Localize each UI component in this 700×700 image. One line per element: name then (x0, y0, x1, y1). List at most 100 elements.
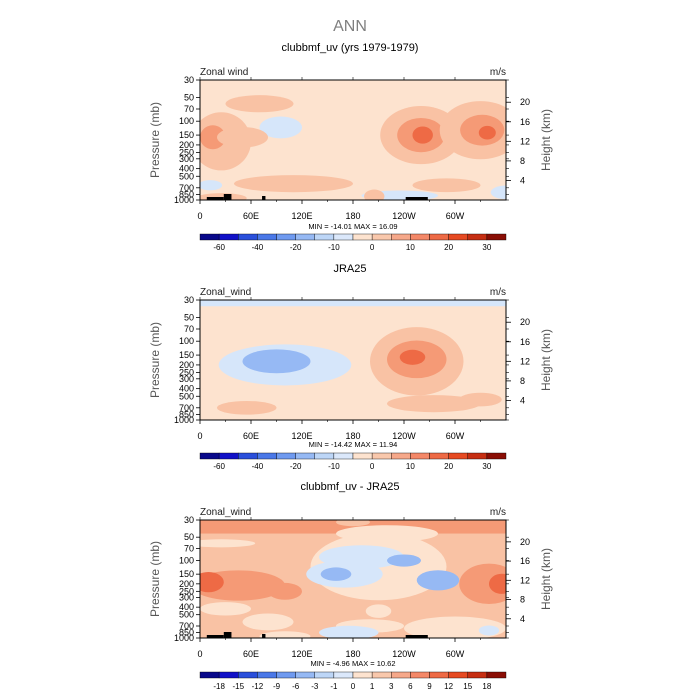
y-tick-label: 150 (179, 130, 194, 140)
contour-region (490, 185, 506, 200)
contour-region (259, 116, 302, 139)
colorbar-swatch (333, 671, 354, 679)
contour-region (200, 572, 224, 593)
contour-field (200, 300, 506, 420)
y-tick-label: 250 (179, 586, 194, 596)
y-tick-label: 200 (179, 140, 194, 150)
contour-region (364, 189, 385, 200)
colorbar-label: 1 (370, 682, 375, 691)
topography-bar (405, 197, 428, 200)
colorbar-swatch (257, 452, 277, 460)
x-tick-label: 180 (345, 431, 360, 441)
topography-bar (262, 196, 266, 200)
colorbar-label: -10 (328, 243, 340, 252)
topography-bar (262, 634, 266, 638)
colorbar-swatch (238, 233, 258, 241)
y-tick-label: 700 (179, 621, 194, 631)
y-tick-label: 400 (179, 384, 194, 394)
colorbar-label: -40 (252, 462, 264, 471)
colorbar-swatch (238, 452, 258, 460)
contour-region (412, 178, 481, 193)
height-tick-label: 4 (520, 395, 525, 405)
panel-title: clubbmf_uv - JRA25 (300, 481, 399, 493)
colorbar-label: -6 (292, 682, 300, 691)
height-tick-label: 8 (520, 595, 525, 605)
colorbar: -60 -40 -20 -10 0 10 20 30 (199, 233, 507, 252)
colorbar-label: 12 (444, 682, 453, 691)
topography-bar (223, 632, 232, 638)
y-tick-label: 300 (179, 374, 194, 384)
y-tick-label: 1000 (174, 415, 194, 425)
y-axis-title: Pressure (mb) (148, 541, 162, 617)
colorbar-swatch (218, 233, 239, 241)
x-tick-label: 60W (446, 211, 465, 221)
y-tick-label: 850 (179, 628, 194, 638)
colorbar-swatch (486, 452, 507, 460)
colorbar-swatch (467, 671, 488, 679)
colorbar-swatch (352, 671, 373, 679)
topography-bar (206, 197, 224, 200)
contour-region (242, 349, 311, 374)
y-tick-label: 200 (179, 360, 194, 370)
colorbar-swatch (448, 233, 468, 241)
height-tick-label: 8 (520, 376, 525, 386)
units-label: m/s (490, 287, 506, 298)
colorbar-swatch (410, 233, 430, 241)
colorbar-swatch (410, 452, 430, 460)
colorbar-label: -60 (213, 462, 225, 471)
colorbar-label: 20 (444, 462, 453, 471)
y-tick-label: 150 (179, 569, 194, 579)
colorbar-swatch (486, 233, 507, 241)
x-tick-label: 120W (392, 211, 416, 221)
colorbar-swatch (276, 233, 296, 241)
x-tick-label: 60E (243, 211, 259, 221)
contour-region (234, 175, 353, 193)
y-tick-label: 100 (179, 116, 194, 126)
colorbar-swatch (276, 671, 296, 679)
panel-1: clubbmf_uv (yrs 1979-1979) Zonal wind m/s 3… (148, 42, 553, 252)
colorbar-label: 6 (408, 682, 413, 691)
contour-region (200, 602, 251, 616)
y-tick-label: 500 (179, 391, 194, 401)
colorbar-swatch (295, 671, 315, 679)
y-tick-label: 250 (179, 368, 194, 378)
height-tick-label: 8 (520, 156, 525, 166)
colorbar-swatch (257, 233, 277, 241)
colorbar-swatch (199, 452, 220, 460)
colorbar-swatch (391, 233, 411, 241)
x-tick-label: 60E (243, 431, 259, 441)
colorbar-label: 30 (482, 243, 491, 252)
x-tick-label: 60W (446, 649, 465, 659)
colorbar-label: 0 (370, 243, 375, 252)
x-tick-label: 120E (291, 211, 312, 221)
y-tick-label: 70 (184, 104, 194, 114)
x-tick-label: 0 (197, 649, 202, 659)
colorbar-label: 10 (406, 462, 415, 471)
y-tick-label: 400 (179, 164, 194, 174)
colorbar-swatch (467, 452, 488, 460)
y-tick-label: 500 (179, 171, 194, 181)
x-tick-label: 180 (345, 649, 360, 659)
colorbar-swatch (199, 233, 220, 241)
y-tick-label: 1000 (174, 195, 194, 205)
colorbar-label: -60 (213, 243, 225, 252)
colorbar-label: -20 (290, 243, 302, 252)
y2-axis-title: Height (km) (539, 548, 553, 610)
colorbar-swatch (295, 233, 315, 241)
colorbar-label: 0 (370, 462, 375, 471)
colorbar-label: -12 (252, 682, 264, 691)
contour-region (387, 395, 481, 413)
y-tick-label: 200 (179, 579, 194, 589)
contour-region (365, 604, 392, 618)
colorbar-swatch (486, 671, 507, 679)
y-tick-label: 700 (179, 183, 194, 193)
y-axis-title: Pressure (mb) (148, 102, 162, 178)
colorbar-label: 30 (482, 462, 491, 471)
colorbar-label: -3 (311, 682, 319, 691)
field-label: Zonal_wind (200, 507, 251, 518)
colorbar-label: -40 (252, 243, 264, 252)
y2-axis-title: Height (km) (539, 329, 553, 391)
contour-region (459, 563, 506, 605)
